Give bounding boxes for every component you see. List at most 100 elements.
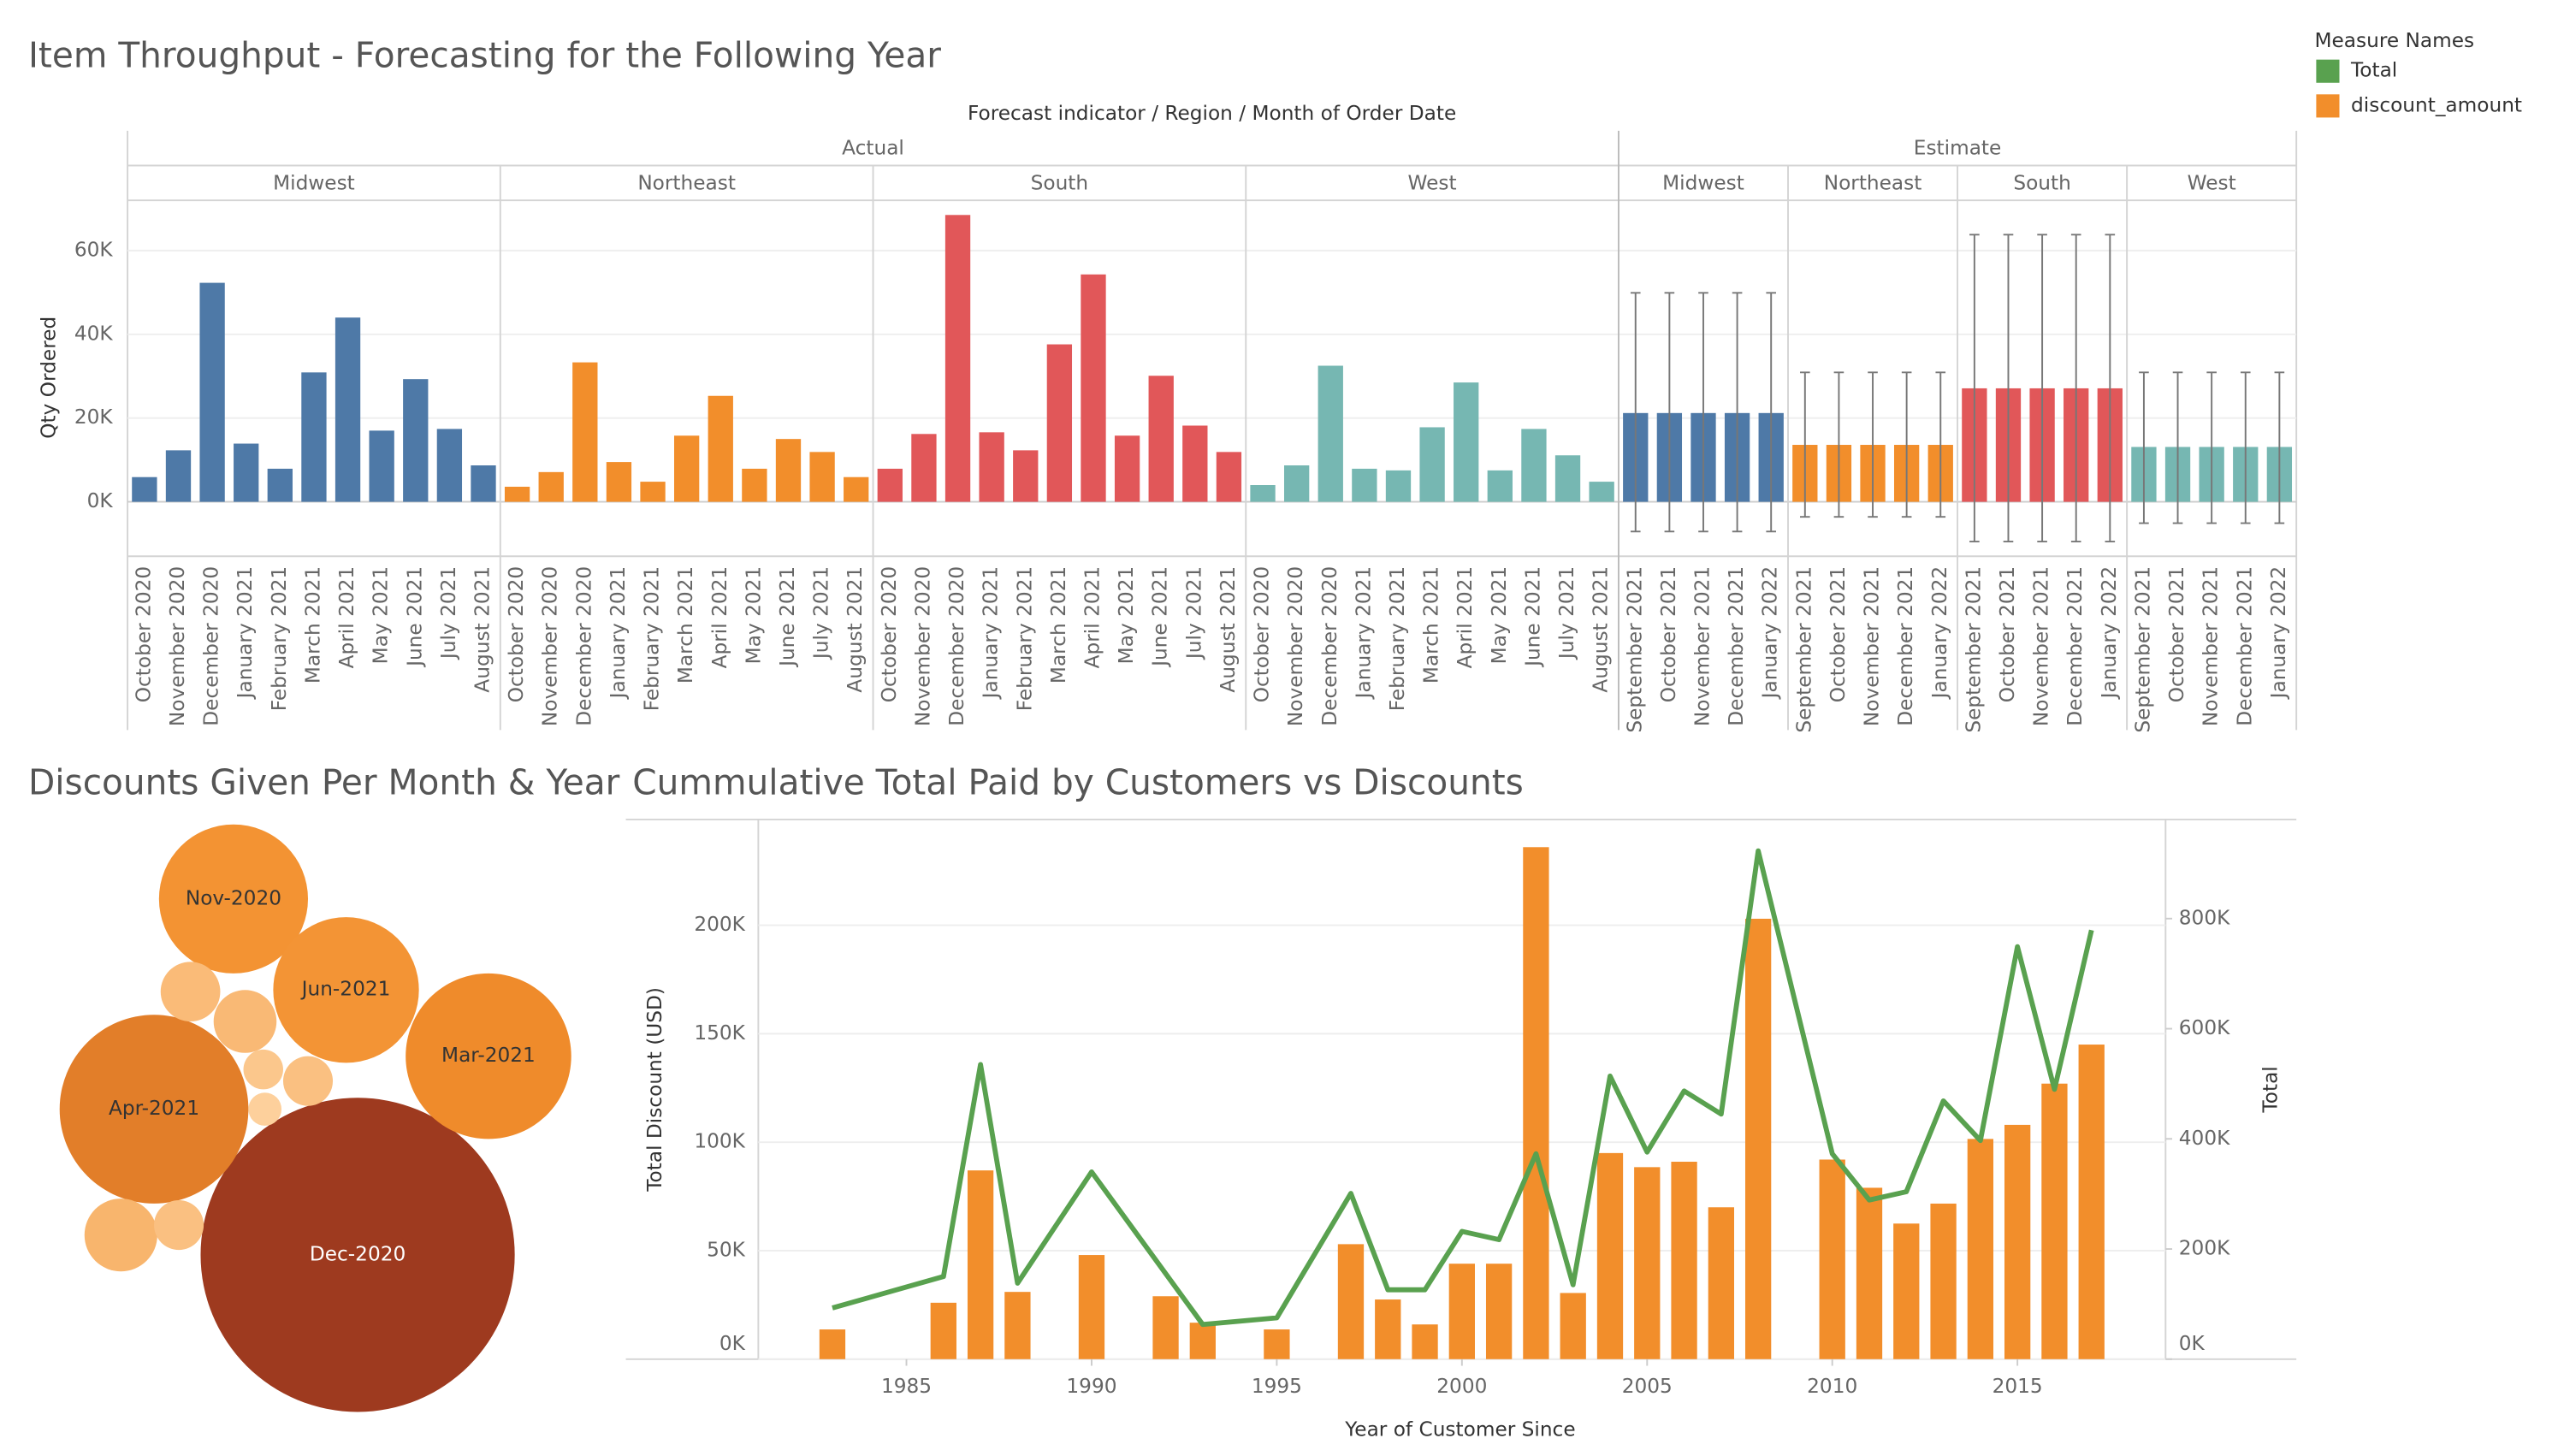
error-bar (2037, 234, 2047, 543)
x-tick-label: August 2021 (471, 566, 494, 693)
x-tick-label: October 2020 (878, 566, 901, 702)
x-tick-label: December 2021 (1894, 566, 1917, 726)
bar (1634, 1167, 1661, 1359)
bar (967, 1170, 994, 1359)
region-label: South (1031, 171, 1088, 194)
y-tick-label: 50K (707, 1238, 746, 1261)
x-tick-label: November 2020 (1284, 566, 1307, 726)
x-tick-label: 1995 (1252, 1375, 1302, 1398)
x-tick-label: June 2021 (1521, 566, 1544, 668)
error-bar (2274, 371, 2285, 524)
bar (199, 282, 225, 502)
x-tick-label: February 2021 (641, 566, 664, 711)
bubble (154, 1200, 204, 1251)
bar (1182, 425, 1208, 502)
bar (234, 443, 259, 502)
x-tick-label: February 2021 (268, 566, 291, 711)
x-tick-label: January 2022 (2267, 566, 2290, 701)
bubble (243, 1049, 283, 1090)
x-tick-label: December 2021 (1725, 566, 1748, 726)
error-bar (1698, 292, 1708, 533)
bar (1596, 1152, 1624, 1359)
bar (1189, 1323, 1216, 1359)
x-tick-label: July 2021 (810, 566, 833, 660)
x-tick-label: May 2021 (1488, 566, 1511, 664)
error-bar (2003, 234, 2014, 543)
bar (471, 465, 496, 502)
x-tick-label: August 2021 (844, 566, 867, 693)
y-tick-label: 60K (74, 238, 114, 261)
x-tick-label: September 2021 (2131, 566, 2154, 733)
header: Forecast indicator / Region / Month of O… (968, 102, 1456, 125)
x-tick-label: April 2021 (335, 566, 358, 669)
error-bar (1664, 292, 1675, 533)
x-tick-label: May 2021 (742, 566, 765, 664)
x-tick-label: January 2022 (1759, 566, 1782, 701)
bar (436, 429, 463, 502)
bar (1744, 918, 1772, 1359)
bar (1856, 1187, 1883, 1359)
x-tick-label: December 2021 (2233, 566, 2256, 726)
bar (1148, 376, 1174, 502)
x-tick-label: December 2020 (945, 566, 968, 726)
x-tick-label: 2010 (1807, 1375, 1857, 1398)
y-tick-label: 40K (74, 322, 114, 345)
x-tick-label: October 2020 (1251, 566, 1274, 702)
x-tick-label: December 2020 (572, 566, 595, 726)
y2-tick-label: 400K (2179, 1127, 2230, 1150)
bubble (282, 1056, 334, 1106)
bar (1216, 452, 1242, 502)
bar (1967, 1139, 1994, 1359)
x-tick-label: January 2021 (980, 566, 1003, 701)
error-bar (1969, 234, 1980, 543)
region-label: Northeast (1824, 171, 1922, 194)
bubble (59, 1015, 249, 1204)
bar (2041, 1083, 2068, 1359)
error-bar (2070, 234, 2081, 543)
region-label: Midwest (1662, 171, 1744, 194)
bar (1554, 455, 1581, 502)
x-tick-label: 2000 (1436, 1375, 1487, 1398)
region-label: West (2188, 171, 2236, 194)
y2-tick-label: 200K (2179, 1237, 2230, 1260)
bubble (273, 917, 419, 1063)
legend-swatch (2316, 59, 2340, 83)
bar (1523, 847, 1549, 1359)
error-bar (1766, 292, 1777, 533)
bubble-label: Mar-2021 (441, 1044, 536, 1067)
bubble (160, 962, 221, 1022)
region-label: Northeast (637, 171, 736, 194)
bar (335, 317, 361, 502)
bar (301, 372, 327, 502)
x-tick-label: March 2021 (674, 566, 697, 684)
x-tick-label: November 2020 (539, 566, 562, 726)
x-tick-label: 2005 (1622, 1375, 1673, 1398)
bar (1560, 1293, 1586, 1359)
error-bar (1833, 371, 1844, 518)
error-bar (1868, 371, 1878, 518)
x-tick-label: June 2021 (776, 566, 799, 668)
x-tick-label: April 2021 (1081, 566, 1104, 669)
error-bar (2240, 371, 2251, 524)
y-tick-label: 0K (87, 489, 114, 512)
legend-swatch (2316, 94, 2340, 118)
error-bar (1630, 292, 1641, 533)
x-tick-label: October 2020 (505, 566, 528, 702)
region-label: West (1408, 171, 1457, 194)
bar (2004, 1124, 2031, 1359)
bar (1264, 1329, 1290, 1359)
bar (1385, 470, 1412, 502)
bubble (248, 1092, 282, 1126)
top-frame (127, 130, 2298, 731)
bar (673, 435, 700, 502)
x-tick-label: November 2021 (1861, 566, 1884, 726)
x-tick-label: 1990 (1066, 1375, 1116, 1398)
x-tick-label: January 2022 (1928, 566, 1951, 701)
bar (1352, 468, 1377, 502)
y-tick-label: 200K (694, 913, 745, 936)
bubble (200, 1098, 515, 1412)
x-tick-label: October 2021 (1657, 566, 1680, 702)
bar (572, 362, 598, 502)
bar (1013, 450, 1039, 502)
